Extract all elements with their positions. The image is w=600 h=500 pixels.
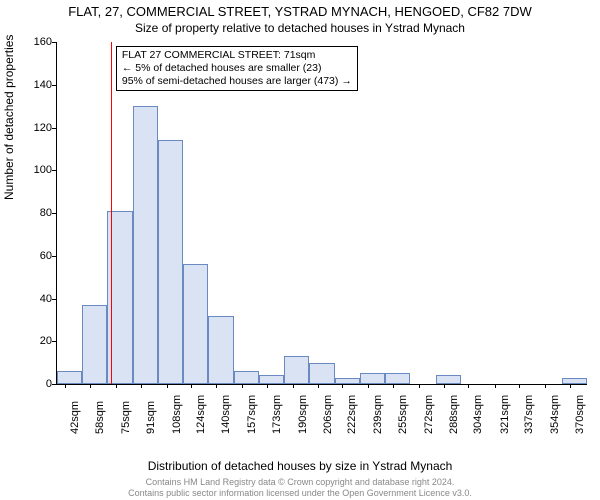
- histogram-bar: [360, 373, 385, 384]
- y-tick-label: 120: [34, 122, 52, 134]
- y-tick-mark: [52, 256, 56, 257]
- annotation-line: FLAT 27 COMMERCIAL STREET: 71sqm: [122, 49, 352, 62]
- x-tick-label: 190sqm: [297, 395, 309, 434]
- x-tick-mark: [216, 384, 217, 388]
- y-tick-label: 140: [34, 79, 52, 91]
- x-tick-mark: [116, 384, 117, 388]
- x-tick-mark: [318, 384, 319, 388]
- histogram-bar: [183, 264, 208, 384]
- x-tick-label: 58sqm: [94, 401, 106, 434]
- x-tick-label: 304sqm: [472, 395, 484, 434]
- x-tick-label: 91sqm: [145, 401, 157, 434]
- x-axis-label: Distribution of detached houses by size …: [0, 459, 600, 473]
- x-tick-label: 288sqm: [448, 395, 460, 434]
- y-tick-label: 80: [40, 207, 52, 219]
- y-tick-label: 40: [40, 293, 52, 305]
- chart-title-sub: Size of property relative to detached ho…: [0, 21, 600, 35]
- histogram-bar: [284, 356, 309, 384]
- histogram-bar: [57, 371, 82, 384]
- x-tick-mark: [242, 384, 243, 388]
- histogram-bar: [385, 373, 410, 384]
- histogram-bar: [309, 363, 334, 384]
- y-axis-label: Number of detached properties: [2, 35, 16, 200]
- histogram-bar: [82, 305, 107, 384]
- x-tick-label: 239sqm: [372, 395, 384, 434]
- y-tick-mark: [52, 299, 56, 300]
- x-tick-label: 124sqm: [195, 395, 207, 434]
- x-tick-mark: [419, 384, 420, 388]
- y-tick-mark: [52, 341, 56, 342]
- histogram-bar: [436, 375, 461, 384]
- x-tick-mark: [267, 384, 268, 388]
- histogram-bar: [133, 106, 158, 384]
- footer-line-1: Contains HM Land Registry data © Crown c…: [0, 477, 600, 487]
- x-tick-mark: [368, 384, 369, 388]
- chart-plot-area: [56, 42, 587, 385]
- y-tick-label: 20: [40, 335, 52, 347]
- y-tick-mark: [52, 42, 56, 43]
- y-tick-mark: [52, 170, 56, 171]
- y-tick-mark: [52, 128, 56, 129]
- x-tick-label: 140sqm: [220, 395, 232, 434]
- x-tick-mark: [495, 384, 496, 388]
- x-tick-mark: [519, 384, 520, 388]
- y-tick-label: 100: [34, 164, 52, 176]
- x-tick-mark: [167, 384, 168, 388]
- x-tick-label: 108sqm: [171, 395, 183, 434]
- x-tick-label: 157sqm: [246, 395, 258, 434]
- x-tick-mark: [468, 384, 469, 388]
- annotation-box: FLAT 27 COMMERCIAL STREET: 71sqm← 5% of …: [116, 46, 358, 91]
- x-tick-mark: [293, 384, 294, 388]
- x-tick-label: 173sqm: [271, 395, 283, 434]
- histogram-bar: [259, 375, 284, 384]
- annotation-line: ← 5% of detached houses are smaller (23): [122, 62, 352, 75]
- reference-line: [111, 42, 113, 384]
- y-tick-mark: [52, 213, 56, 214]
- footer-line-2: Contains public sector information licen…: [0, 488, 600, 498]
- x-tick-mark: [191, 384, 192, 388]
- x-tick-mark: [570, 384, 571, 388]
- x-tick-label: 206sqm: [322, 395, 334, 434]
- histogram-bar: [335, 378, 360, 384]
- y-tick-mark: [52, 384, 56, 385]
- x-tick-mark: [393, 384, 394, 388]
- x-tick-label: 75sqm: [120, 401, 132, 434]
- x-tick-label: 42sqm: [69, 401, 81, 434]
- x-tick-mark: [65, 384, 66, 388]
- y-tick-label: 60: [40, 250, 52, 262]
- x-tick-label: 272sqm: [423, 395, 435, 434]
- x-tick-mark: [342, 384, 343, 388]
- x-tick-mark: [90, 384, 91, 388]
- x-tick-label: 354sqm: [549, 395, 561, 434]
- histogram-bar: [158, 140, 183, 384]
- y-tick-mark: [52, 85, 56, 86]
- x-tick-label: 321sqm: [499, 395, 511, 434]
- x-tick-label: 222sqm: [346, 395, 358, 434]
- x-tick-label: 370sqm: [574, 395, 586, 434]
- histogram-bar: [234, 371, 259, 384]
- x-tick-mark: [141, 384, 142, 388]
- x-tick-mark: [444, 384, 445, 388]
- histogram-bar: [208, 316, 233, 384]
- y-tick-label: 160: [34, 36, 52, 48]
- histogram-bar: [562, 378, 587, 384]
- x-tick-label: 255sqm: [397, 395, 409, 434]
- x-tick-label: 337sqm: [523, 395, 535, 434]
- chart-title-main: FLAT, 27, COMMERCIAL STREET, YSTRAD MYNA…: [0, 4, 600, 19]
- x-tick-mark: [545, 384, 546, 388]
- annotation-line: 95% of semi-detached houses are larger (…: [122, 75, 352, 88]
